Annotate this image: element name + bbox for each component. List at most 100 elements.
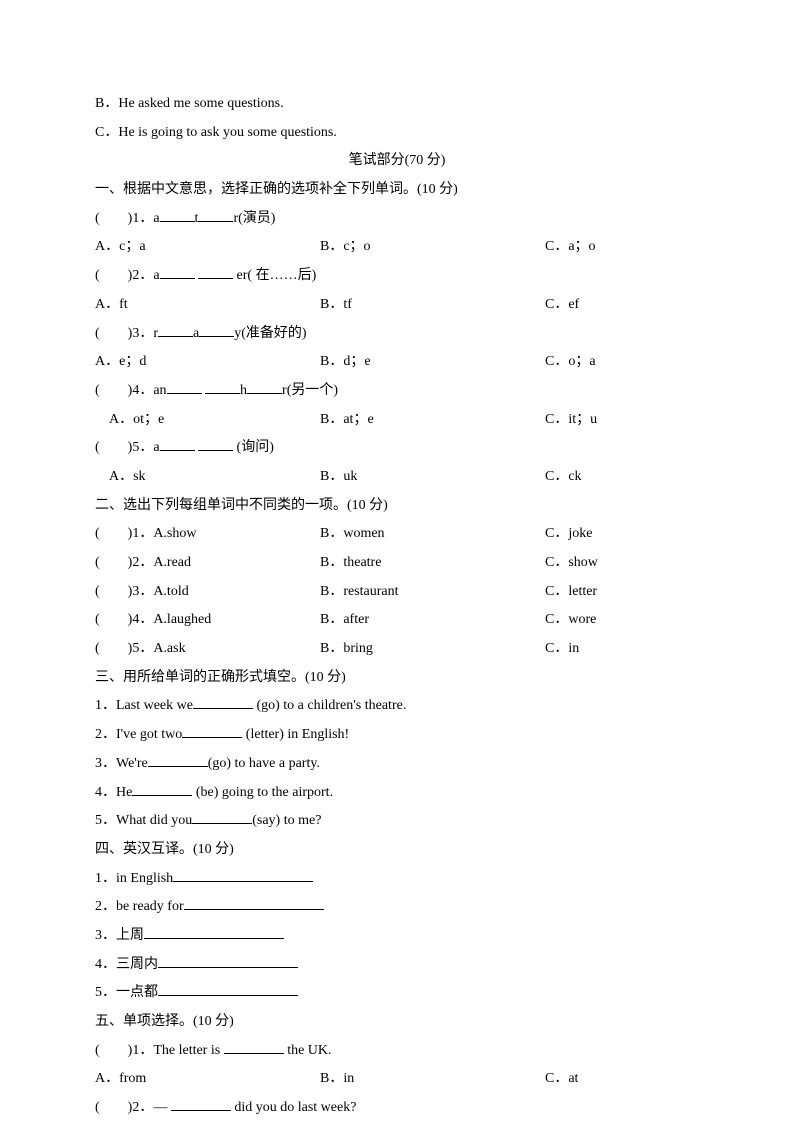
s5-q1-options: A．fromB．inC．at: [95, 1065, 699, 1094]
text: 1．in English: [95, 871, 173, 886]
option-c: C．in: [545, 635, 579, 664]
s4-q4: 4．三周内: [95, 951, 699, 980]
option-a: ( )3．A.told: [95, 578, 320, 607]
blank: [160, 265, 195, 279]
text: (询问): [233, 440, 274, 455]
blank: [192, 810, 252, 824]
option-a: A．ft: [95, 291, 320, 320]
s5-title: 五、单项选择。(10 分): [95, 1008, 699, 1037]
s2-row-1: ( )1．A.showB．womenC．joke: [95, 520, 699, 549]
s3-q4: 4．He (be) going to the airport.: [95, 779, 699, 808]
text: 三、用所给单词的正确形式填空。(10 分): [95, 670, 346, 685]
option-a: A．ot；e: [95, 406, 320, 435]
option-c: C．a；o: [545, 233, 596, 262]
option-a: A．c；a: [95, 233, 320, 262]
s1-q2-options: A．ftB．tfC．ef: [95, 291, 699, 320]
blank: [144, 925, 284, 939]
s1-q1-options: A．c；aB．c；oC．a；o: [95, 233, 699, 262]
option-b: B．tf: [320, 291, 545, 320]
option-c: C．at: [545, 1065, 578, 1094]
s1-q3-prompt: ( )3．ray(准备好的): [95, 320, 699, 349]
option-b: B．women: [320, 520, 545, 549]
text: 四、英汉互译。(10 分): [95, 842, 234, 857]
option-b: B．theatre: [320, 549, 545, 578]
blank: [160, 437, 195, 451]
s1-q4-options: A．ot；eB．at；eC．it；u: [95, 406, 699, 435]
text: ( )4．an: [95, 383, 167, 398]
text: 2．I've got two: [95, 727, 182, 742]
option-a: ( )2．A.read: [95, 549, 320, 578]
blank: [171, 1097, 231, 1111]
s4-q2: 2．be ready for: [95, 893, 699, 922]
text: the UK.: [284, 1043, 332, 1058]
text: 1．Last week we: [95, 698, 193, 713]
text: 3．We're: [95, 756, 148, 771]
s3-q2: 2．I've got two (letter) in English!: [95, 721, 699, 750]
blank: [158, 982, 298, 996]
s1-q1-prompt: ( )1．atr(演员): [95, 205, 699, 234]
text: 五、单项选择。(10 分): [95, 1014, 234, 1029]
option-b: B．c；o: [320, 233, 545, 262]
s5-q2-prompt: ( )2．— did you do last week?: [95, 1094, 699, 1123]
s2-title: 二、选出下列每组单词中不同类的一项。(10 分): [95, 492, 699, 521]
s3-q5: 5．What did you(say) to me?: [95, 807, 699, 836]
text: ( )1．The letter is: [95, 1043, 224, 1058]
blank: [148, 753, 208, 767]
s3-q3: 3．We're(go) to have a party.: [95, 750, 699, 779]
text: 3．上周: [95, 928, 144, 943]
s3-title: 三、用所给单词的正确形式填空。(10 分): [95, 664, 699, 693]
section-header: 笔试部分(70 分): [95, 147, 699, 176]
blank: [199, 323, 234, 337]
s4-q3: 3．上周: [95, 922, 699, 951]
option-c: C．ck: [545, 463, 582, 492]
blank: [132, 782, 192, 796]
option-a: A．sk: [95, 463, 320, 492]
option-a: A．from: [95, 1065, 320, 1094]
blank: [182, 724, 242, 738]
text: r(演员): [233, 211, 275, 226]
blank: [173, 868, 313, 882]
s1-q3-options: A．e；dB．d；eC．o；a: [95, 348, 699, 377]
s4-title: 四、英汉互译。(10 分): [95, 836, 699, 865]
blank: [158, 954, 298, 968]
text: (say) to me?: [252, 813, 321, 828]
text: 5．一点都: [95, 985, 158, 1000]
option-c: C．it；u: [545, 406, 597, 435]
text: 2．be ready for: [95, 899, 184, 914]
text: did you do last week?: [231, 1100, 357, 1115]
option-b: B．restaurant: [320, 578, 545, 607]
option-b: B．in: [320, 1065, 545, 1094]
text: 二、选出下列每组单词中不同类的一项。(10 分): [95, 498, 388, 513]
text: (be) going to the airport.: [192, 785, 333, 800]
text: ( )2．—: [95, 1100, 171, 1115]
text: r(另一个): [282, 383, 338, 398]
s3-q1: 1．Last week we (go) to a children's thea…: [95, 692, 699, 721]
option-b: B．bring: [320, 635, 545, 664]
s2-row-3: ( )3．A.toldB．restaurantC．letter: [95, 578, 699, 607]
text: ( )3．r: [95, 326, 158, 341]
text: er( 在……后): [233, 268, 316, 283]
option-b: B．d；e: [320, 348, 545, 377]
option-c: C．ef: [545, 291, 579, 320]
option-b: B．at；e: [320, 406, 545, 435]
text: B．He asked me some questions.: [95, 96, 284, 111]
blank: [224, 1040, 284, 1054]
text: y(准备好的): [234, 326, 306, 341]
option-b: B．uk: [320, 463, 545, 492]
blank: [247, 380, 282, 394]
s2-row-5: ( )5．A.askB．bringC．in: [95, 635, 699, 664]
text: C．He is going to ask you some questions.: [95, 125, 337, 140]
s2-row-4: ( )4．A.laughedB．afterC．wore: [95, 606, 699, 635]
option-a: ( )4．A.laughed: [95, 606, 320, 635]
blank: [198, 208, 233, 222]
option-c: C．letter: [545, 578, 597, 607]
text: ( )1．a: [95, 211, 160, 226]
option-a: A．e；d: [95, 348, 320, 377]
text: (letter) in English!: [242, 727, 349, 742]
intro-option-c: C．He is going to ask you some questions.: [95, 119, 699, 148]
text: h: [240, 383, 247, 398]
option-c: C．joke: [545, 520, 592, 549]
s1-q4-prompt: ( )4．an h r(另一个): [95, 377, 699, 406]
option-c: C．wore: [545, 606, 596, 635]
s5-q1-prompt: ( )1．The letter is the UK.: [95, 1037, 699, 1066]
